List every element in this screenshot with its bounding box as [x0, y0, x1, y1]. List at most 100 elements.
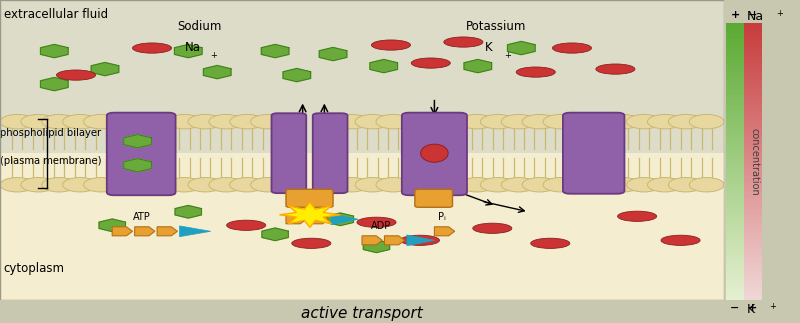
Text: K: K — [485, 41, 493, 54]
Ellipse shape — [421, 144, 448, 162]
Circle shape — [522, 178, 557, 192]
Ellipse shape — [444, 37, 483, 47]
Text: ATP: ATP — [134, 212, 151, 222]
Text: K: K — [746, 303, 754, 316]
Polygon shape — [327, 213, 354, 225]
Circle shape — [459, 178, 494, 192]
Text: −: − — [747, 10, 757, 20]
Circle shape — [230, 114, 265, 129]
Ellipse shape — [292, 238, 331, 248]
Polygon shape — [41, 78, 68, 91]
Text: Potassium: Potassium — [466, 20, 526, 33]
Polygon shape — [363, 240, 390, 253]
Polygon shape — [262, 45, 289, 58]
Polygon shape — [91, 62, 118, 76]
FancyBboxPatch shape — [271, 113, 306, 193]
Polygon shape — [362, 236, 382, 245]
Polygon shape — [41, 45, 68, 58]
Circle shape — [0, 114, 34, 129]
Circle shape — [334, 114, 369, 129]
Ellipse shape — [516, 67, 555, 77]
Text: cytoplasm: cytoplasm — [4, 262, 65, 275]
Polygon shape — [319, 47, 347, 61]
Polygon shape — [407, 235, 434, 246]
Polygon shape — [309, 215, 329, 224]
Text: Sodium: Sodium — [177, 20, 222, 33]
Ellipse shape — [553, 43, 591, 53]
Polygon shape — [203, 66, 231, 79]
Circle shape — [83, 114, 118, 129]
FancyBboxPatch shape — [286, 189, 333, 207]
Circle shape — [209, 178, 244, 192]
Text: +: + — [730, 10, 740, 20]
Circle shape — [690, 178, 724, 192]
Circle shape — [42, 114, 77, 129]
Polygon shape — [370, 59, 398, 73]
Circle shape — [376, 114, 410, 129]
Circle shape — [0, 178, 34, 192]
Circle shape — [62, 178, 98, 192]
Polygon shape — [157, 227, 178, 236]
Text: ADP: ADP — [370, 221, 391, 231]
Polygon shape — [175, 205, 202, 218]
Text: concentration: concentration — [750, 128, 759, 195]
Circle shape — [626, 178, 662, 192]
Polygon shape — [434, 227, 454, 236]
Polygon shape — [179, 226, 210, 237]
Polygon shape — [99, 219, 126, 232]
Circle shape — [626, 114, 662, 129]
Text: +: + — [505, 51, 511, 60]
Text: phospholipid bilayer: phospholipid bilayer — [0, 128, 101, 138]
Circle shape — [502, 178, 536, 192]
Circle shape — [355, 114, 390, 129]
FancyBboxPatch shape — [106, 113, 175, 195]
Circle shape — [459, 114, 494, 129]
Ellipse shape — [596, 64, 635, 74]
Text: extracellular fluid: extracellular fluid — [4, 7, 108, 20]
Circle shape — [209, 114, 244, 129]
Polygon shape — [286, 215, 306, 224]
Circle shape — [647, 178, 682, 192]
Circle shape — [668, 178, 703, 192]
Ellipse shape — [618, 211, 657, 221]
Ellipse shape — [357, 217, 396, 227]
Ellipse shape — [473, 223, 512, 234]
Polygon shape — [464, 59, 492, 73]
Circle shape — [480, 178, 515, 192]
Circle shape — [606, 114, 641, 129]
Polygon shape — [283, 68, 310, 82]
Polygon shape — [112, 227, 133, 236]
Text: active transport: active transport — [301, 307, 423, 321]
FancyBboxPatch shape — [402, 113, 467, 195]
Ellipse shape — [226, 220, 266, 230]
Polygon shape — [385, 236, 405, 245]
FancyBboxPatch shape — [563, 113, 625, 194]
Circle shape — [21, 114, 56, 129]
FancyBboxPatch shape — [313, 113, 347, 193]
Circle shape — [250, 114, 286, 129]
Polygon shape — [262, 228, 288, 241]
Text: −: − — [730, 303, 740, 313]
Text: +: + — [747, 303, 757, 313]
Text: Na: Na — [746, 10, 763, 23]
Polygon shape — [174, 45, 202, 58]
Circle shape — [668, 114, 703, 129]
Circle shape — [480, 114, 515, 129]
Text: +: + — [777, 9, 783, 18]
Circle shape — [690, 114, 724, 129]
Ellipse shape — [530, 238, 570, 248]
Circle shape — [647, 114, 682, 129]
Text: +: + — [770, 302, 776, 310]
Circle shape — [83, 178, 118, 192]
Circle shape — [62, 114, 98, 129]
Circle shape — [522, 114, 557, 129]
Circle shape — [543, 114, 578, 129]
Ellipse shape — [57, 70, 95, 80]
Text: (plasma membrane): (plasma membrane) — [0, 156, 102, 166]
Ellipse shape — [371, 40, 410, 50]
Polygon shape — [134, 227, 155, 236]
Polygon shape — [124, 159, 151, 172]
Text: Pᵢ: Pᵢ — [438, 212, 446, 222]
Ellipse shape — [133, 43, 171, 53]
Circle shape — [167, 114, 202, 129]
